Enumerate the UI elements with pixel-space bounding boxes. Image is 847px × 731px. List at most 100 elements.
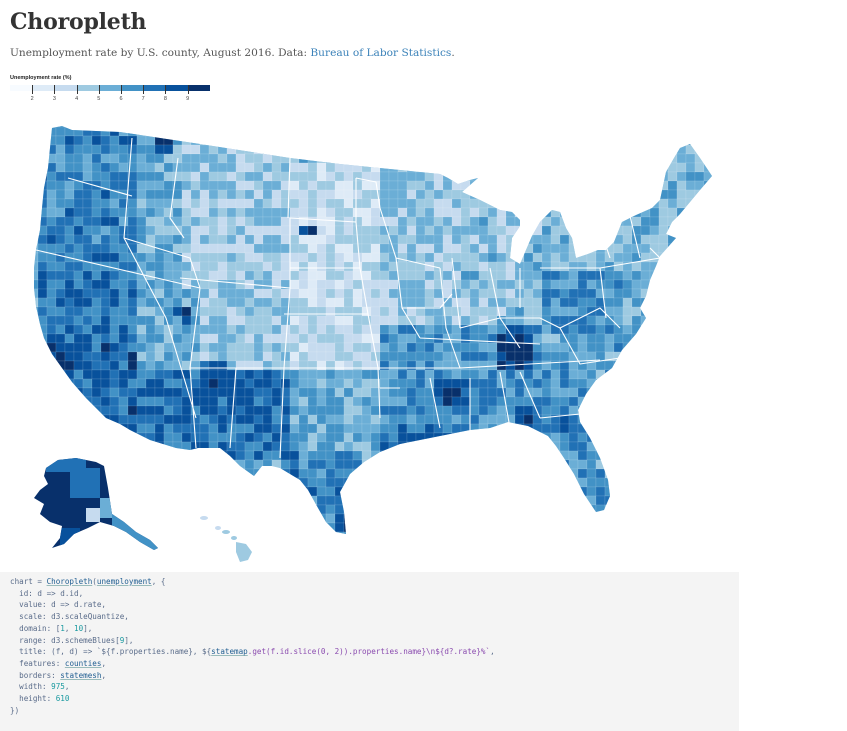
- county[interactable]: [253, 342, 264, 353]
- county[interactable]: [676, 207, 687, 218]
- county[interactable]: [190, 207, 201, 218]
- county[interactable]: [217, 468, 228, 479]
- county[interactable]: [82, 225, 93, 236]
- county[interactable]: [550, 234, 561, 245]
- county[interactable]: [604, 189, 615, 200]
- county[interactable]: [469, 369, 480, 380]
- county[interactable]: [316, 144, 327, 155]
- county[interactable]: [136, 423, 147, 434]
- county[interactable]: [514, 486, 525, 497]
- code-token[interactable]: unemployment: [96, 577, 152, 586]
- county[interactable]: [506, 541, 515, 550]
- county[interactable]: [46, 288, 57, 299]
- county[interactable]: [154, 162, 165, 173]
- county[interactable]: [397, 333, 408, 344]
- county[interactable]: [397, 118, 408, 128]
- county[interactable]: [397, 495, 408, 506]
- county[interactable]: [307, 477, 318, 488]
- county[interactable]: [505, 450, 516, 461]
- county[interactable]: [541, 288, 552, 299]
- county[interactable]: [352, 162, 363, 173]
- county[interactable]: [379, 252, 390, 263]
- county[interactable]: [487, 351, 498, 362]
- county[interactable]: [406, 495, 417, 506]
- county[interactable]: [667, 153, 678, 164]
- county[interactable]: [235, 243, 246, 254]
- county[interactable]: [289, 423, 300, 434]
- county[interactable]: [298, 396, 309, 407]
- county[interactable]: [226, 288, 237, 299]
- county[interactable]: [604, 495, 615, 506]
- county[interactable]: [154, 432, 165, 443]
- county[interactable]: [361, 234, 372, 245]
- county[interactable]: [622, 531, 633, 541]
- county[interactable]: [379, 189, 390, 200]
- county[interactable]: [442, 207, 453, 218]
- county[interactable]: [181, 315, 192, 326]
- county[interactable]: [713, 289, 722, 298]
- county[interactable]: [397, 396, 408, 407]
- county[interactable]: [676, 486, 687, 497]
- county[interactable]: [334, 153, 345, 164]
- county[interactable]: [568, 522, 579, 533]
- county[interactable]: [308, 541, 317, 550]
- county[interactable]: [37, 387, 48, 398]
- county[interactable]: [658, 118, 669, 128]
- county[interactable]: [334, 495, 345, 506]
- county[interactable]: [451, 306, 462, 317]
- county[interactable]: [631, 360, 642, 371]
- county[interactable]: [343, 360, 354, 371]
- county[interactable]: [478, 423, 489, 434]
- county[interactable]: [595, 324, 606, 335]
- county[interactable]: [244, 432, 255, 443]
- county[interactable]: [622, 171, 633, 182]
- county[interactable]: [370, 360, 381, 371]
- county[interactable]: [370, 261, 381, 272]
- county[interactable]: [658, 252, 669, 263]
- county[interactable]: [325, 360, 336, 371]
- county[interactable]: [703, 118, 713, 128]
- county[interactable]: [100, 414, 111, 425]
- county[interactable]: [91, 378, 102, 389]
- county[interactable]: [451, 118, 462, 128]
- county[interactable]: [559, 126, 570, 137]
- county[interactable]: [550, 297, 561, 308]
- county[interactable]: [316, 118, 327, 128]
- county[interactable]: [208, 405, 219, 416]
- county[interactable]: [316, 477, 327, 488]
- county[interactable]: [496, 405, 507, 416]
- county[interactable]: [29, 342, 39, 353]
- county[interactable]: [244, 261, 255, 272]
- county[interactable]: [460, 495, 471, 506]
- county[interactable]: [541, 504, 552, 515]
- county[interactable]: [334, 396, 345, 407]
- county[interactable]: [433, 118, 444, 128]
- county[interactable]: [82, 207, 93, 218]
- county[interactable]: [514, 441, 525, 452]
- county[interactable]: [235, 369, 246, 380]
- county[interactable]: [109, 118, 120, 128]
- county[interactable]: [253, 387, 264, 398]
- county[interactable]: [361, 207, 372, 218]
- county[interactable]: [397, 243, 408, 254]
- county[interactable]: [262, 486, 273, 497]
- county[interactable]: [622, 423, 633, 434]
- county[interactable]: [271, 297, 282, 308]
- county[interactable]: [343, 423, 354, 434]
- county[interactable]: [595, 441, 606, 452]
- county[interactable]: [514, 387, 525, 398]
- county[interactable]: [397, 414, 408, 425]
- county[interactable]: [685, 414, 696, 425]
- county[interactable]: [424, 216, 435, 227]
- county[interactable]: [505, 369, 516, 380]
- county[interactable]: [226, 486, 237, 497]
- county[interactable]: [658, 180, 669, 191]
- county[interactable]: [577, 297, 588, 308]
- county[interactable]: [685, 153, 696, 164]
- county[interactable]: [325, 432, 336, 443]
- county[interactable]: [253, 504, 264, 515]
- county[interactable]: [199, 450, 210, 461]
- county[interactable]: [280, 477, 291, 488]
- county[interactable]: [262, 207, 273, 218]
- county[interactable]: [145, 135, 156, 146]
